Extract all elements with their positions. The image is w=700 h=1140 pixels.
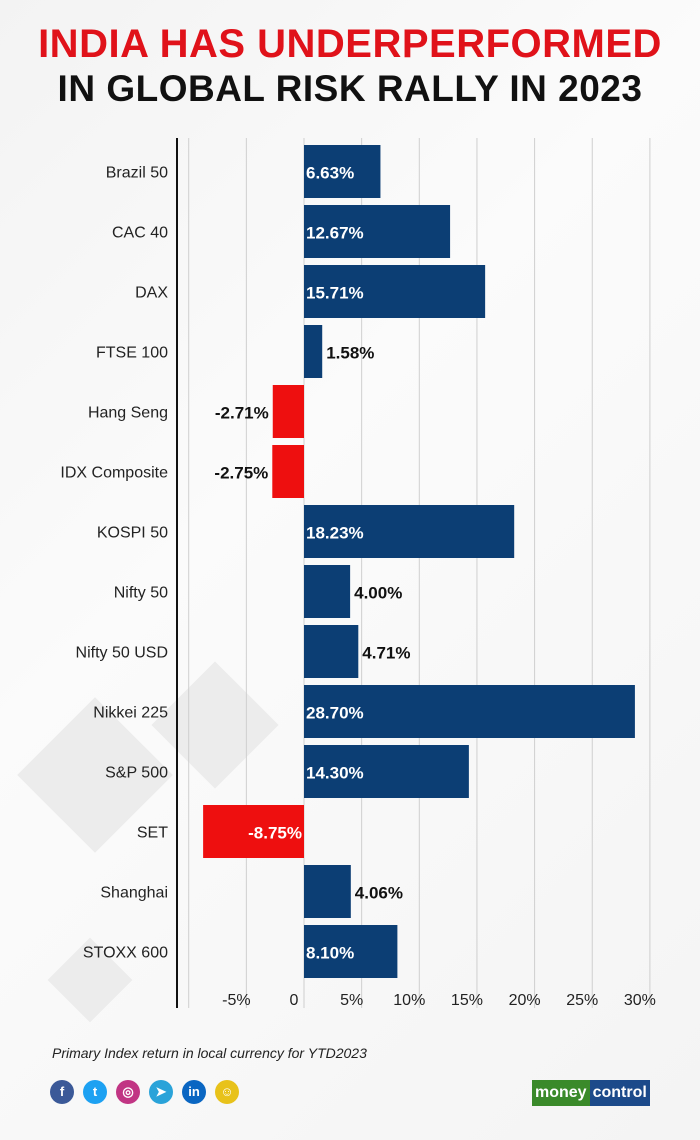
headline-line-2: IN GLOBAL RISK RALLY IN 2023 (57, 68, 643, 109)
bar (304, 565, 351, 618)
category-label: Nifty 50 (114, 585, 168, 602)
instagram-icon[interactable]: ◎ (116, 1080, 140, 1104)
telegram-icon[interactable]: ➤ (149, 1080, 173, 1104)
category-label: IDX Composite (60, 465, 168, 482)
logo-part-control: control (589, 1080, 650, 1106)
footnote: Primary Index return in local currency f… (52, 1045, 367, 1061)
category-label: STOXX 600 (83, 945, 168, 962)
category-label: DAX (135, 285, 168, 302)
bar (304, 625, 359, 678)
x-tick-label: -5% (222, 992, 250, 1009)
bar (304, 145, 381, 198)
category-label: KOSPI 50 (97, 525, 168, 542)
bar (304, 865, 351, 918)
value-label: 28.70% (306, 704, 364, 723)
bar (304, 745, 469, 798)
category-label: S&P 500 (105, 765, 168, 782)
value-label: 18.23% (306, 524, 364, 543)
value-label: 4.71% (362, 644, 410, 663)
moneycontrol-logo[interactable]: money control (532, 1080, 650, 1106)
snapchat-icon[interactable]: ☺ (215, 1080, 239, 1104)
value-label: 15.71% (306, 284, 364, 303)
category-label: Nikkei 225 (93, 705, 168, 722)
x-tick-label: 0 (290, 992, 299, 1009)
x-tick-label: 20% (509, 992, 541, 1009)
x-tick-label: 5% (340, 992, 363, 1009)
bar (203, 805, 304, 858)
linkedin-icon[interactable]: in (182, 1080, 206, 1104)
bar (304, 685, 635, 738)
bar (272, 445, 304, 498)
value-label: 14.30% (306, 764, 364, 783)
category-label: CAC 40 (112, 225, 168, 242)
value-label: -2.71% (215, 404, 269, 423)
bar (304, 925, 398, 978)
value-label: -8.75% (248, 824, 302, 843)
category-label: FTSE 100 (96, 345, 168, 362)
value-label: 8.10% (306, 944, 354, 963)
x-tick-label: 10% (393, 992, 425, 1009)
value-label: -2.75% (214, 464, 268, 483)
category-label: Brazil 50 (106, 165, 168, 182)
category-label: SET (137, 825, 168, 842)
value-label: 1.58% (326, 344, 374, 363)
bar (272, 385, 304, 438)
bar (304, 205, 451, 258)
bar (304, 325, 323, 378)
x-tick-label: 30% (624, 992, 656, 1009)
bar (304, 505, 515, 558)
x-tick-label: 15% (451, 992, 483, 1009)
value-label: 6.63% (306, 164, 354, 183)
bar (304, 265, 486, 318)
value-label: 12.67% (306, 224, 364, 243)
facebook-icon[interactable]: f (50, 1080, 74, 1104)
value-label: 4.06% (355, 884, 403, 903)
category-label: Shanghai (100, 885, 168, 902)
value-label: 4.00% (354, 584, 402, 603)
category-label: Nifty 50 USD (76, 645, 168, 662)
headline-line-1: INDIA HAS UNDERPERFORMED (38, 22, 662, 66)
twitter-icon[interactable]: t (83, 1080, 107, 1104)
x-tick-label: 25% (566, 992, 598, 1009)
category-label: Hang Seng (88, 405, 168, 422)
bar-chart: Brazil 50 6.63% CAC 40 12.67% DAX 15.71% FTSE … (60, 138, 656, 1009)
logo-part-money: money (532, 1080, 590, 1106)
